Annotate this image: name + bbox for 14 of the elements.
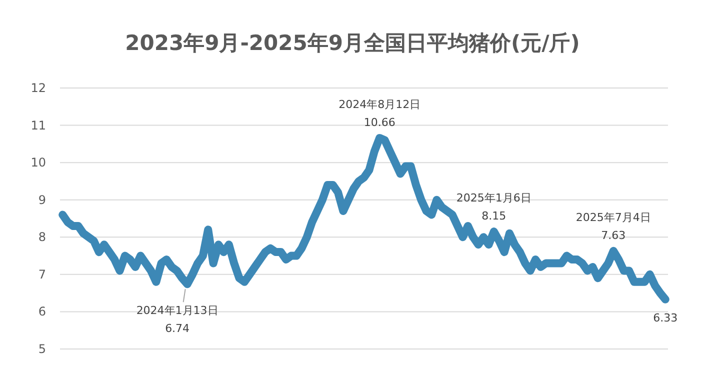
annotation: 6.33 bbox=[653, 311, 678, 324]
y-tick-label: 10 bbox=[30, 156, 46, 170]
y-tick-label: 12 bbox=[30, 81, 46, 95]
y-tick-label: 11 bbox=[30, 118, 46, 132]
annotation: 2024年8月12日 10.66 bbox=[338, 98, 421, 129]
annotation: 2025年7月4日 7.63 bbox=[576, 210, 651, 242]
annotation: 2025年1月6日 8.15 bbox=[456, 192, 532, 223]
chart-title: 2023年9月-2025年9月全国日平均猪价(元/斤) bbox=[125, 31, 580, 55]
y-tick-label: 6 bbox=[38, 304, 46, 319]
annotation: 2024年1月13日 6.74 bbox=[136, 304, 218, 336]
y-tick-label: 8 bbox=[38, 230, 46, 244]
y-tick-label: 7 bbox=[38, 267, 46, 282]
y-tick-label: 5 bbox=[38, 342, 46, 356]
y-tick-label: 9 bbox=[38, 192, 46, 207]
